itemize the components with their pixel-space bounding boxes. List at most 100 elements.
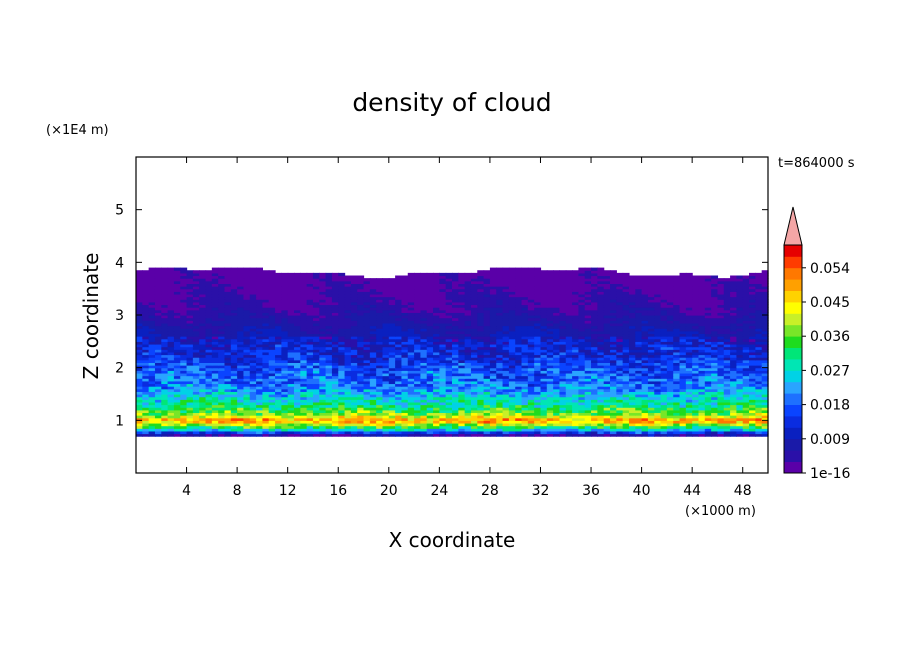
- heatmap-cell: [414, 330, 421, 335]
- heatmap-cell: [565, 304, 573, 308]
- heatmap-cell: [154, 359, 162, 363]
- heatmap-cell: [350, 328, 358, 332]
- heatmap-cell: [704, 401, 712, 406]
- heatmap-cell: [382, 365, 390, 369]
- heatmap-cell: [338, 380, 346, 385]
- heatmap-cell: [414, 351, 421, 356]
- heatmap-cell: [331, 425, 339, 429]
- heatmap-cell: [268, 404, 276, 408]
- heatmap-cell: [654, 359, 662, 363]
- heatmap-cell: [192, 309, 200, 313]
- heatmap-cell: [610, 322, 617, 327]
- heatmap-cell: [287, 412, 295, 416]
- heatmap-cell: [572, 375, 579, 379]
- heatmap-cell: [603, 304, 611, 308]
- heatmap-cell: [357, 317, 365, 321]
- heatmap-cell: [256, 409, 263, 414]
- heatmap-cell: [527, 333, 535, 337]
- heatmap-cell: [420, 404, 428, 408]
- heatmap-cell: [275, 372, 282, 377]
- heatmap-cell: [142, 372, 150, 377]
- heatmap-cell: [376, 399, 384, 403]
- heatmap-cell: [401, 391, 409, 395]
- heatmap-cell: [591, 341, 598, 345]
- heatmap-cell: [136, 412, 143, 416]
- heatmap-cell: [635, 375, 643, 379]
- heatmap-cell: [597, 330, 605, 335]
- heatmap-cell: [161, 312, 169, 316]
- heatmap-cell: [660, 375, 668, 379]
- heatmap-cell: [654, 362, 662, 366]
- heatmap-cell: [281, 394, 289, 398]
- heatmap-cell: [142, 325, 150, 329]
- heatmap-cell: [331, 433, 339, 437]
- heatmap-cell: [319, 322, 327, 327]
- heatmap-cell: [237, 309, 245, 313]
- heatmap-cell: [306, 372, 314, 377]
- heatmap-cell: [136, 425, 143, 429]
- heatmap-cell: [553, 415, 561, 419]
- heatmap-cell: [218, 349, 226, 353]
- heatmap-cell: [673, 359, 681, 363]
- heatmap-cell: [154, 428, 162, 432]
- heatmap-cell: [660, 386, 668, 390]
- heatmap-cell: [262, 396, 270, 400]
- heatmap-cell: [357, 307, 365, 311]
- heatmap-cell: [433, 383, 440, 387]
- heatmap-cell: [616, 396, 624, 400]
- heatmap-cell: [749, 409, 756, 414]
- heatmap-cell: [148, 359, 156, 363]
- heatmap-cell: [546, 322, 554, 327]
- heatmap-cell: [496, 359, 504, 363]
- heatmap-cell: [647, 343, 655, 348]
- heatmap-cell: [205, 351, 213, 356]
- heatmap-cell: [192, 394, 200, 398]
- heatmap-cell: [711, 354, 719, 358]
- heatmap-cell: [578, 309, 586, 313]
- heatmap-cell: [154, 375, 162, 379]
- heatmap-cell: [470, 380, 478, 385]
- heatmap-cell: [136, 362, 143, 366]
- heatmap-cell: [698, 307, 706, 311]
- heatmap-cell: [553, 330, 561, 335]
- heatmap-cell: [540, 383, 548, 387]
- heatmap-cell: [211, 349, 219, 353]
- heatmap-cell: [243, 412, 251, 416]
- heatmap-cell: [515, 362, 523, 366]
- heatmap-cell: [205, 338, 213, 342]
- heatmap-cell: [275, 365, 282, 369]
- heatmap-cell: [363, 386, 371, 390]
- heatmap-cell: [338, 425, 346, 429]
- heatmap-cell: [698, 433, 706, 437]
- heatmap-cell: [350, 394, 358, 398]
- heatmap-cell: [584, 415, 592, 419]
- heatmap-cell: [445, 380, 453, 385]
- heatmap-cell: [616, 370, 624, 374]
- heatmap-cell: [755, 320, 763, 324]
- heatmap-cell: [414, 399, 421, 403]
- heatmap-cell: [445, 420, 453, 424]
- heatmap-cell: [534, 312, 542, 316]
- heatmap-cell: [275, 325, 282, 329]
- heatmap-cell: [262, 407, 270, 411]
- heatmap-cell: [641, 338, 649, 342]
- heatmap-cell: [559, 422, 567, 427]
- heatmap-cell: [496, 357, 504, 361]
- heatmap-cell: [230, 394, 238, 398]
- heatmap-cell: [527, 325, 535, 329]
- heatmap-cell: [388, 433, 396, 437]
- heatmap-cell: [319, 425, 327, 429]
- heatmap-cell: [426, 428, 434, 432]
- heatmap-cell: [610, 315, 617, 319]
- heatmap-cell: [205, 309, 213, 313]
- heatmap-cell: [755, 428, 763, 432]
- heatmap-cell: [439, 396, 447, 400]
- heatmap-cell: [192, 430, 200, 435]
- heatmap-cell: [755, 388, 763, 392]
- heatmap-cell: [755, 422, 763, 427]
- heatmap-cell: [749, 317, 756, 321]
- heatmap-cell: [281, 407, 289, 411]
- heatmap-cell: [559, 396, 567, 400]
- heatmap-cell: [142, 399, 150, 403]
- heatmap-cell: [666, 404, 674, 408]
